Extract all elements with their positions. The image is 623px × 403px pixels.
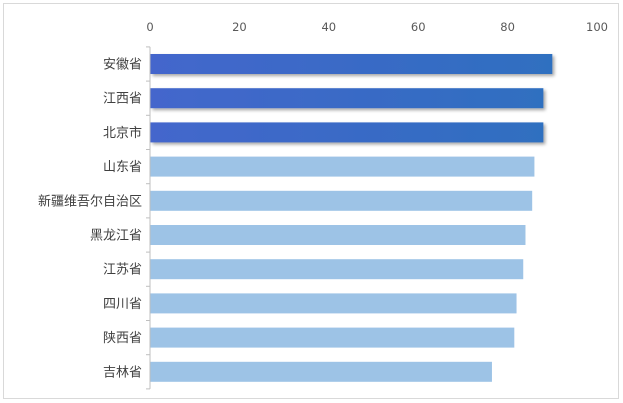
- x-axis-ticks: 0 20 40 60 80 100: [146, 20, 608, 34]
- bar-7: [150, 259, 524, 280]
- bar-10: [150, 361, 492, 382]
- category-label: 江西省: [103, 92, 142, 107]
- x-tick-label: 40: [321, 20, 336, 34]
- category-label: 山东省: [103, 160, 142, 175]
- category-label: 吉林省: [103, 365, 142, 380]
- x-tick-label: 100: [586, 20, 608, 34]
- category-label: 新疆维吾尔自治区: [38, 193, 142, 209]
- category-label: 北京市: [103, 125, 142, 141]
- bars: [150, 54, 553, 382]
- bar-3: [150, 122, 544, 143]
- bar-4: [150, 156, 535, 177]
- category-label: 安徽省: [103, 58, 142, 73]
- category-label: 黑龙江省: [90, 229, 142, 244]
- category-label: 四川省: [103, 297, 142, 312]
- category-label: 陕西省: [103, 331, 142, 346]
- bar-9: [150, 327, 515, 348]
- bar-5: [150, 190, 533, 211]
- bar-6: [150, 225, 526, 245]
- bar-2: [150, 88, 544, 109]
- x-tick-label: 20: [232, 20, 247, 34]
- x-tick-label: 0: [146, 20, 153, 34]
- x-tick-label: 60: [411, 20, 426, 34]
- bar-8: [150, 293, 517, 314]
- bar-1: [150, 54, 553, 74]
- category-label: 江苏省: [103, 262, 142, 278]
- y-axis: [146, 46, 151, 390]
- x-tick-label: 80: [500, 20, 515, 34]
